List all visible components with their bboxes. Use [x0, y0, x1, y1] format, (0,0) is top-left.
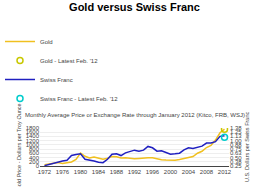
- svg-text:600: 600: [29, 150, 40, 156]
- svg-text:1976: 1976: [56, 169, 70, 175]
- svg-text:1980: 1980: [74, 169, 88, 175]
- svg-text:800: 800: [29, 146, 40, 152]
- svg-text:Swiss Franc: Swiss Franc: [40, 77, 73, 83]
- svg-text:1992: 1992: [128, 169, 142, 175]
- svg-text:Gold - Latest Feb. '12: Gold - Latest Feb. '12: [40, 58, 98, 64]
- svg-text:0.63: 0.63: [230, 150, 242, 156]
- svg-text:Gold Price - Dollars per Troy: Gold Price - Dollars per Troy Ounce: [16, 103, 22, 187]
- svg-text:1.38: 1.38: [230, 125, 242, 131]
- svg-text:1200: 1200: [26, 138, 40, 144]
- svg-text:1988: 1988: [110, 169, 124, 175]
- svg-text:Gold versus Swiss Franc: Gold versus Swiss Franc: [69, 1, 200, 13]
- svg-text:1800: 1800: [26, 125, 40, 131]
- svg-text:400: 400: [29, 155, 40, 161]
- svg-text:U.S. Dollars per Swiss Franc: U.S. Dollars per Swiss Franc: [244, 112, 250, 183]
- svg-text:Monthly Average Price or Excha: Monthly Average Price or Exchange Rate t…: [25, 112, 245, 118]
- svg-text:1972: 1972: [38, 169, 52, 175]
- svg-text:Gold: Gold: [40, 39, 53, 45]
- svg-text:0.25: 0.25: [230, 163, 242, 169]
- svg-text:200: 200: [29, 159, 40, 165]
- svg-text:0.88: 0.88: [230, 142, 242, 148]
- svg-text:Swiss Franc - Latest Feb. '12: Swiss Franc - Latest Feb. '12: [40, 96, 118, 102]
- svg-text:1600: 1600: [26, 129, 40, 135]
- svg-text:0.38: 0.38: [230, 159, 242, 165]
- svg-text:0.50: 0.50: [230, 155, 242, 161]
- svg-text:0.75: 0.75: [230, 146, 242, 152]
- svg-text:2000: 2000: [164, 169, 178, 175]
- svg-text:1.00: 1.00: [230, 138, 242, 144]
- svg-text:1000: 1000: [26, 142, 40, 148]
- svg-text:1.13: 1.13: [230, 133, 242, 139]
- svg-text:1996: 1996: [146, 169, 160, 175]
- svg-text:2008: 2008: [200, 169, 214, 175]
- svg-text:2004: 2004: [182, 169, 196, 175]
- svg-text:2012: 2012: [218, 169, 232, 175]
- svg-text:1984: 1984: [92, 169, 106, 175]
- svg-text:1400: 1400: [26, 133, 40, 139]
- svg-text:1.25: 1.25: [230, 129, 242, 135]
- svg-text:0: 0: [36, 163, 40, 169]
